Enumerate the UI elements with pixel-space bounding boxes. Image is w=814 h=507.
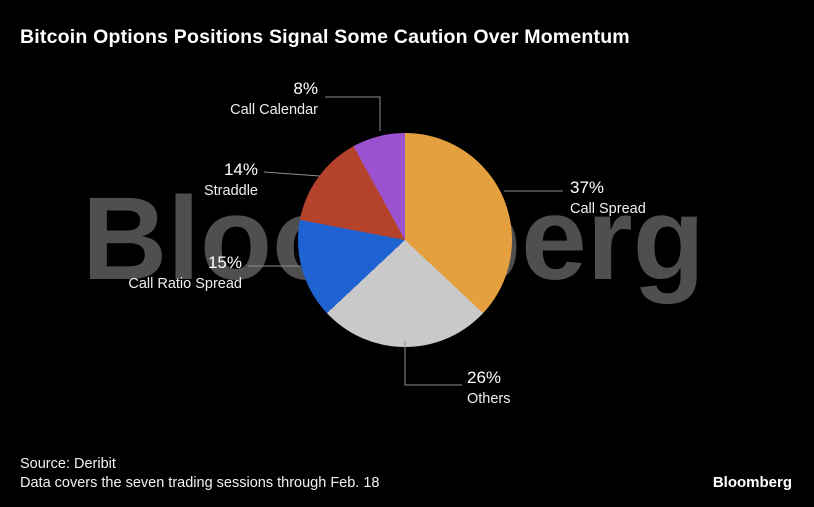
slice-label: Call Spread: [570, 201, 646, 217]
callout-call-spread: 37% Call Spread: [570, 177, 646, 220]
pie-chart: [298, 133, 512, 347]
bloomberg-logo: Bloomberg: [712, 474, 792, 491]
slice-pct: 15%: [207, 253, 242, 272]
slice-label: Call Ratio Spread: [128, 276, 242, 292]
slice-pct: 26%: [467, 368, 502, 387]
callout-straddle: 14% Straddle: [204, 159, 258, 202]
source-note: Source: Deribit Data covers the seven tr…: [20, 455, 379, 493]
slice-pct: 8%: [293, 79, 318, 98]
callout-call-ratio-spread: 15% Call Ratio Spread: [128, 252, 242, 295]
source-line: Data covers the seven trading sessions t…: [20, 475, 380, 491]
callout-others: 26% Others: [467, 367, 511, 410]
slice-pct: 37%: [570, 178, 605, 197]
leader-straddle: [263, 171, 321, 177]
leader-call-calendar: [325, 96, 381, 131]
source-line: Source: Deribit: [20, 456, 116, 472]
leader-others: [404, 341, 462, 386]
slice-label: Others: [467, 391, 511, 407]
slice-label: Call Calendar: [230, 102, 318, 118]
slice-pct: 14%: [223, 160, 258, 179]
callout-call-calendar: 8% Call Calendar: [230, 78, 318, 121]
slice-label: Straddle: [203, 183, 258, 199]
chart-title: Bitcoin Options Positions Signal Some Ca…: [20, 26, 630, 48]
